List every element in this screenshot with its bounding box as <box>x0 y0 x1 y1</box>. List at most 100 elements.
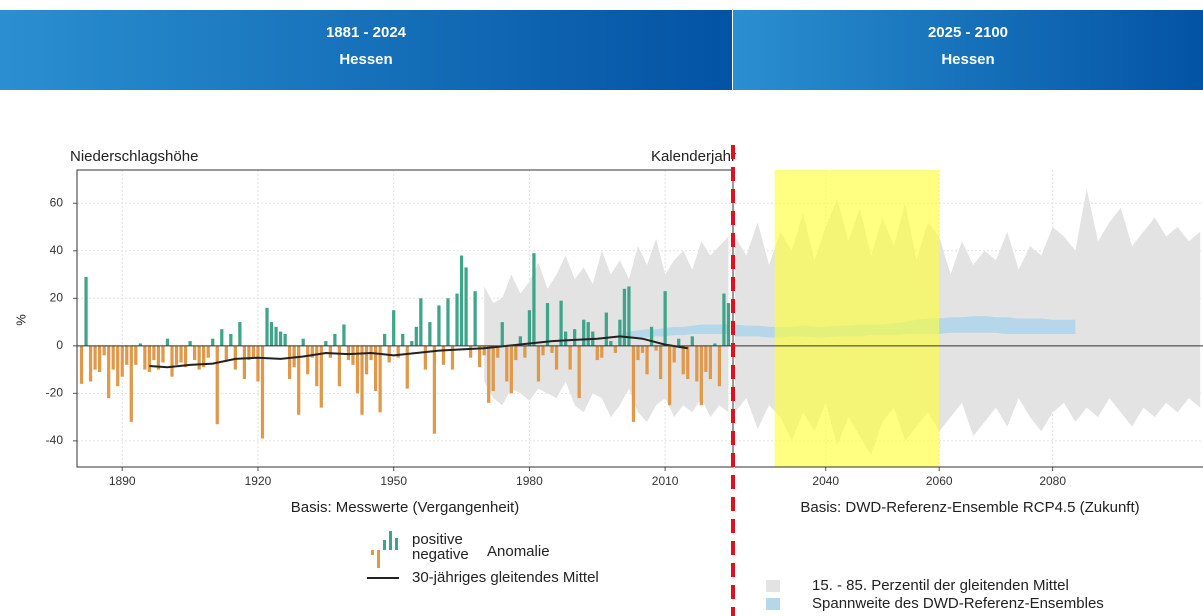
bar <box>604 312 608 346</box>
y-unit: % <box>13 314 28 326</box>
caption: Basis: DWD-Referenz-Ensemble RCP4.5 (Zuk… <box>800 499 1139 516</box>
bar <box>627 286 631 346</box>
bar <box>717 345 722 387</box>
bar <box>726 303 731 346</box>
bar <box>631 345 636 422</box>
header-right <box>733 10 1203 90</box>
bar <box>215 345 219 425</box>
legend-label: Anomalie <box>487 543 550 560</box>
bar <box>134 345 138 365</box>
bar <box>383 333 387 346</box>
bar <box>265 307 269 346</box>
bar <box>315 345 319 387</box>
bar <box>410 341 414 346</box>
bar <box>297 345 301 415</box>
bar <box>373 345 378 391</box>
bar <box>147 345 152 372</box>
y-tick-label: 40 <box>50 243 64 257</box>
bar <box>183 345 188 368</box>
bar <box>419 298 423 346</box>
legend: positive negative Anomalie 30-jähriges g… <box>367 531 1104 612</box>
bar <box>582 319 586 346</box>
moving-average <box>149 335 688 369</box>
bar <box>455 293 459 346</box>
bar <box>622 288 627 346</box>
bar <box>686 345 690 380</box>
bar <box>152 345 156 361</box>
bar <box>233 345 237 370</box>
bar <box>554 345 559 370</box>
bar <box>174 345 179 365</box>
bar <box>518 336 522 346</box>
bar <box>156 345 161 370</box>
bar <box>577 345 581 399</box>
bar <box>563 331 568 346</box>
bar <box>491 345 495 391</box>
bar <box>708 345 713 380</box>
bar <box>559 300 563 346</box>
bar <box>301 338 305 346</box>
bar <box>532 253 536 346</box>
bar <box>414 326 418 346</box>
bar <box>88 345 93 382</box>
bar <box>523 345 527 358</box>
bar <box>192 345 197 361</box>
bar <box>251 345 256 358</box>
bar <box>668 345 672 406</box>
x-tick-label: 2060 <box>926 474 953 488</box>
bar <box>636 345 640 361</box>
bar <box>423 345 427 370</box>
bar <box>392 310 396 346</box>
bar <box>568 345 572 370</box>
x-tick-label: 1890 <box>109 474 136 488</box>
bar <box>450 345 455 370</box>
bar <box>269 322 274 346</box>
bar <box>138 343 142 346</box>
x-tick-label: 1920 <box>245 474 272 488</box>
bar <box>441 345 446 365</box>
bar <box>478 345 482 368</box>
bar <box>116 345 120 387</box>
bar <box>143 345 147 370</box>
header-title: 1881 - 2024 <box>326 24 407 41</box>
bar <box>278 331 283 346</box>
bar <box>107 345 111 399</box>
bar <box>482 345 486 356</box>
bar <box>79 345 84 384</box>
bar <box>509 345 513 394</box>
bar <box>695 345 699 382</box>
x-tick-label: 1980 <box>516 474 543 488</box>
bar <box>690 336 694 346</box>
bar <box>677 338 681 346</box>
bar <box>206 345 210 358</box>
bar <box>84 276 88 346</box>
bar <box>188 341 192 346</box>
bar <box>242 345 247 380</box>
bar <box>640 345 645 353</box>
bar <box>487 345 491 403</box>
bar <box>672 345 676 363</box>
legend-icon <box>395 538 398 550</box>
bar <box>346 345 351 361</box>
bar <box>401 333 405 346</box>
bar <box>97 345 102 372</box>
bar <box>500 322 504 346</box>
bar <box>238 322 242 346</box>
legend-icon <box>371 550 374 555</box>
legend-label: negative <box>412 546 469 563</box>
bar <box>378 345 382 413</box>
legend-icon <box>389 531 392 550</box>
header-title: 2025 - 2100 <box>928 24 1008 41</box>
legend-swatch <box>766 598 780 610</box>
header-left <box>0 10 732 90</box>
bar <box>102 345 106 356</box>
bar <box>496 345 500 358</box>
bar <box>649 326 654 346</box>
bar <box>129 345 133 422</box>
legend-label: positive <box>412 531 463 548</box>
bar <box>260 345 265 439</box>
range-band <box>619 324 729 339</box>
bar <box>324 341 328 346</box>
header-region: Hessen <box>339 51 392 68</box>
bar <box>613 345 618 353</box>
